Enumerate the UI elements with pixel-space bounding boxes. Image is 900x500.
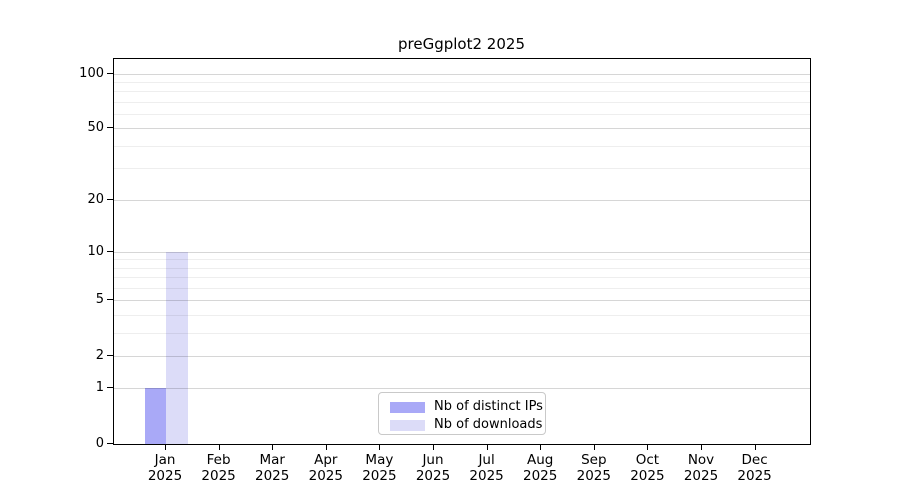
gridline-minor — [114, 267, 810, 269]
xtick-mark — [433, 444, 434, 450]
ytick-label: 20 — [87, 191, 104, 207]
xtick-mark — [701, 444, 702, 450]
month-line: Aug — [527, 452, 554, 468]
xtick-label-jul: Jul 2025 — [455, 452, 519, 484]
xtick-mark — [325, 444, 327, 450]
year-line: 2025 — [469, 468, 504, 484]
year-line: 2025 — [523, 468, 558, 484]
gridline-minor — [114, 145, 810, 147]
legend-rows: Nb of distinct IPs Nb of downloads — [390, 399, 545, 433]
ytick-label: 100 — [79, 65, 104, 81]
gridline-minor — [114, 332, 810, 334]
gridline-minor — [114, 101, 810, 103]
ytick-label: 10 — [87, 243, 104, 259]
year-line: 2025 — [255, 468, 290, 484]
gridline-major — [114, 128, 810, 130]
xtick-mark — [218, 444, 220, 450]
xtick-label-aug: Aug 2025 — [508, 452, 572, 484]
month-line: Mar — [259, 452, 285, 468]
year-line: 2025 — [415, 468, 451, 484]
year-line: 2025 — [362, 468, 397, 484]
ytick-label: 0 — [95, 436, 104, 451]
chart-title: preGgplot2 2025 — [398, 35, 525, 53]
xtick-label-mar: Mar 2025 — [240, 452, 304, 484]
ytick-mark — [107, 127, 113, 129]
xtick-label-oct: Oct 2025 — [615, 452, 679, 484]
legend-swatch — [390, 401, 425, 413]
year-line: 2025 — [201, 468, 236, 484]
year-line: 2025 — [308, 468, 343, 484]
gridline-major — [114, 355, 810, 357]
year-line: 2025 — [147, 468, 183, 484]
gridline-minor — [114, 113, 810, 115]
xtick-label-apr: Apr 2025 — [294, 452, 358, 484]
month-line: Feb — [206, 452, 231, 468]
year-line: 2025 — [630, 468, 665, 484]
month-line: Jan — [154, 452, 176, 468]
ytick-mark — [107, 250, 113, 252]
xtick-mark — [593, 444, 595, 450]
month-line: Dec — [741, 452, 768, 468]
year-line: 2025 — [576, 468, 611, 484]
month-line: Jun — [422, 452, 444, 468]
legend-swatch — [390, 419, 425, 431]
xtick-mark — [754, 444, 756, 450]
xtick-mark — [540, 444, 542, 450]
gridline-major — [114, 73, 810, 75]
gridline-minor — [114, 259, 810, 261]
xtick-mark — [486, 444, 488, 450]
legend: Nb of distinct IPs Nb of downloads — [378, 392, 546, 435]
month-line: Oct — [635, 452, 660, 468]
gridline-minor — [114, 81, 810, 83]
xtick-label-jun: Jun 2025 — [401, 452, 465, 484]
bar-jan-s1 — [166, 251, 188, 444]
xtick-mark — [379, 444, 381, 450]
ytick-label: 2 — [95, 347, 104, 363]
gridline-minor — [114, 168, 810, 170]
plot-area — [113, 58, 811, 445]
legend-label: Nb of distinct IPs — [434, 399, 543, 414]
xtick-label-feb: Feb 2025 — [187, 452, 251, 484]
gridline-major — [114, 251, 810, 253]
gridline-minor — [114, 91, 810, 93]
ytick-label: 5 — [95, 292, 104, 308]
month-line: May — [365, 452, 394, 468]
gridline-minor — [114, 314, 810, 316]
gridline-minor — [114, 277, 810, 279]
xtick-label-nov: Nov 2025 — [669, 452, 733, 484]
gridline-major — [114, 388, 810, 390]
bar-jan-s0 — [144, 388, 166, 444]
month-line: Jul — [478, 452, 495, 468]
legend-row: Nb of downloads — [390, 417, 545, 433]
gridline-major — [114, 300, 810, 302]
ytick-mark — [107, 299, 113, 301]
xtick-label-sep: Sep 2025 — [562, 452, 626, 484]
month-line: Apr — [314, 452, 338, 468]
ytick-mark — [107, 354, 113, 356]
month-line: Nov — [687, 452, 715, 468]
ytick-label: 1 — [95, 380, 104, 396]
xtick-label-dec: Dec 2025 — [723, 452, 787, 484]
ytick-label: 50 — [87, 120, 104, 136]
ytick-mark — [107, 443, 113, 444]
xtick-label-may: May 2025 — [347, 452, 411, 484]
year-line: 2025 — [737, 468, 772, 484]
xtick-mark — [272, 444, 274, 450]
xtick-mark — [165, 444, 166, 450]
gridline-minor — [114, 287, 810, 289]
gridline-major — [114, 199, 810, 201]
ytick-mark — [107, 387, 113, 389]
legend-label: Nb of downloads — [434, 417, 543, 432]
legend-row: Nb of distinct IPs — [390, 399, 545, 415]
ytick-mark — [107, 198, 113, 200]
xtick-label-jan: Jan 2025 — [133, 452, 197, 484]
month-line: Sep — [581, 452, 607, 468]
year-line: 2025 — [683, 468, 719, 484]
xtick-mark — [647, 444, 649, 450]
ytick-mark — [107, 72, 113, 74]
